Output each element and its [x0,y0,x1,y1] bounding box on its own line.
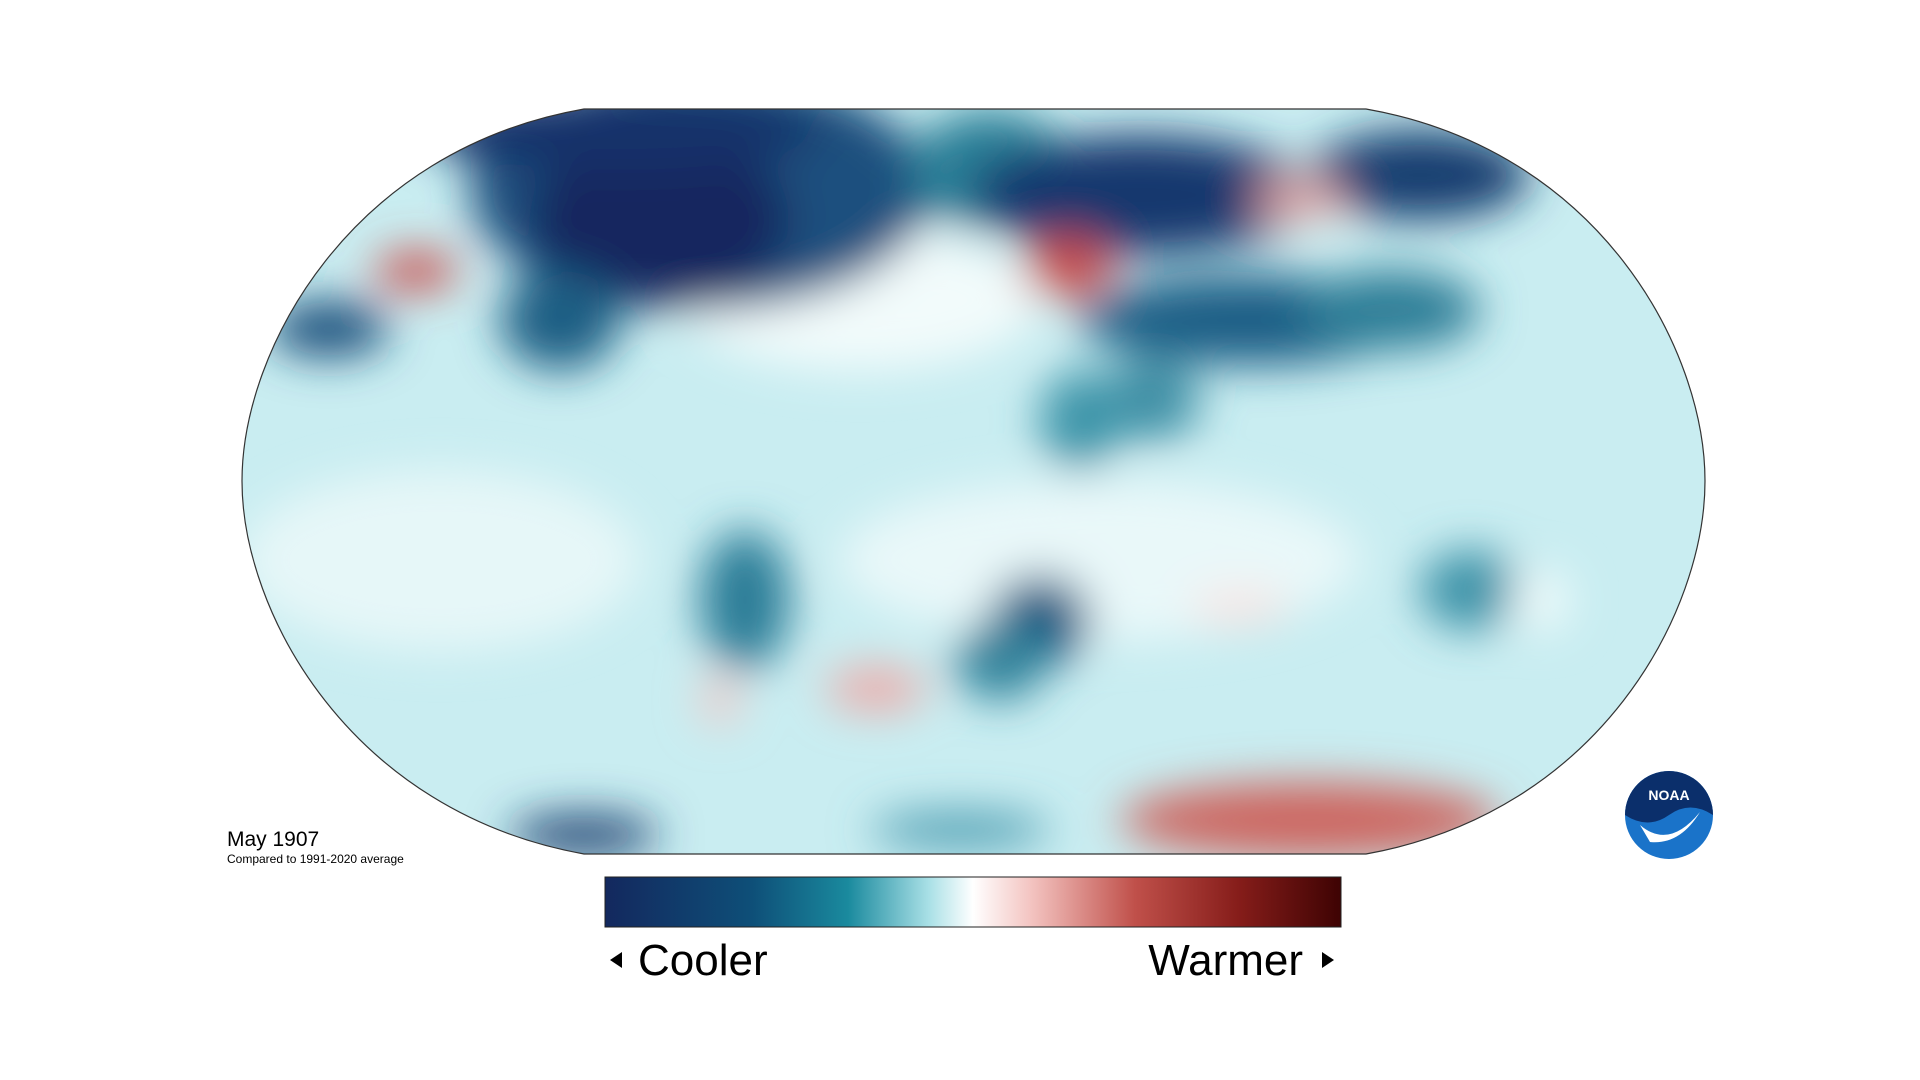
anomaly-map [242,109,1705,854]
warmer-arrow [1322,952,1334,968]
cooler-arrow [610,952,622,968]
warmer-label: Warmer [1148,936,1303,985]
logo-bird [1640,812,1700,843]
noaa-logo: NOAA [1625,771,1713,859]
map-outline [241,108,1706,855]
logo-text: NOAA [1648,787,1689,803]
map-title: May 1907 [227,828,319,851]
cooler-label: Cooler [638,936,768,985]
map-subtitle: Compared to 1991-2020 average [227,852,404,866]
anomaly-field [242,109,1570,854]
logo-top [1625,771,1713,823]
color-scale [604,876,1342,928]
